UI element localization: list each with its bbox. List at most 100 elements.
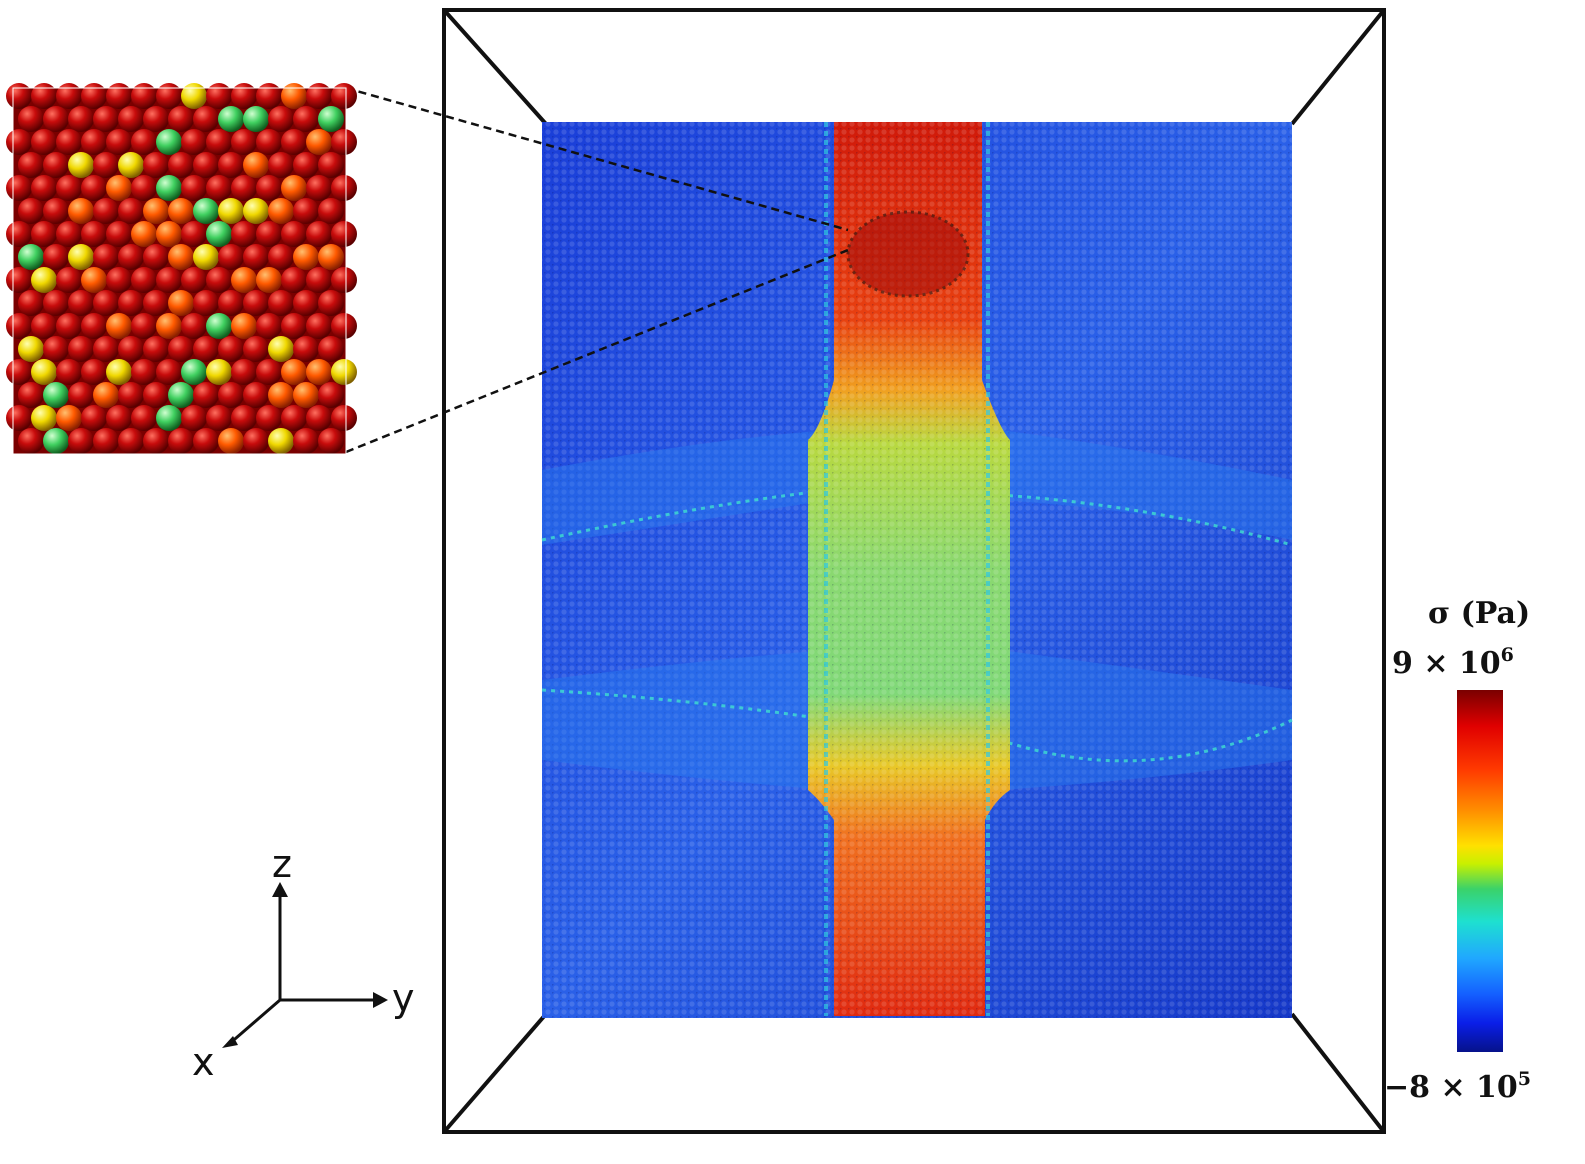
particle-sphere: [18, 244, 44, 270]
particle-sphere: [243, 152, 269, 178]
particle-sphere: [106, 83, 132, 109]
particle-sphere: [106, 129, 132, 155]
particle-sphere: [6, 221, 32, 247]
particle-sphere: [243, 198, 269, 224]
particle-sphere: [118, 290, 144, 316]
stress-column: [808, 122, 1010, 1016]
particle-sphere: [231, 221, 257, 247]
particle-sphere: [193, 428, 219, 454]
particle-sphere: [306, 359, 332, 385]
particle-sphere: [306, 313, 332, 339]
particle-sphere: [106, 267, 132, 293]
particle-sphere: [131, 175, 157, 201]
particle-sphere: [31, 129, 57, 155]
particle-sphere: [268, 336, 294, 362]
particle-sphere: [256, 359, 282, 385]
particle-sphere: [43, 290, 69, 316]
particle-sphere: [81, 221, 107, 247]
particle-sphere: [56, 221, 82, 247]
particle-sphere: [118, 382, 144, 408]
particle-sphere: [256, 129, 282, 155]
particle-sphere: [231, 313, 257, 339]
particle-sphere: [268, 244, 294, 270]
particle-sphere: [6, 83, 32, 109]
particle-sphere: [243, 106, 269, 132]
particle-sphere: [206, 405, 232, 431]
particle-sphere: [268, 428, 294, 454]
colorbar-min-label: −8 × 105: [1384, 1068, 1532, 1105]
particle-sphere: [31, 405, 57, 431]
particle-sphere: [206, 221, 232, 247]
particle-sphere: [181, 313, 207, 339]
colorbar-max-label: 9 × 106: [1392, 644, 1514, 681]
particle-sphere: [193, 152, 219, 178]
particle-sphere: [168, 336, 194, 362]
particle-sphere: [231, 359, 257, 385]
particle-sphere: [256, 221, 282, 247]
particle-sphere: [156, 359, 182, 385]
particle-sphere: [281, 175, 307, 201]
particle-sphere: [131, 359, 157, 385]
particle-sphere: [181, 175, 207, 201]
particle-sphere: [218, 382, 244, 408]
particle-sphere: [206, 267, 232, 293]
particle-sphere: [68, 382, 94, 408]
particle-sphere: [106, 359, 132, 385]
axis-label-x: x: [192, 1040, 215, 1084]
particle-sphere: [6, 267, 32, 293]
particle-sphere: [331, 313, 357, 339]
particle-sphere: [181, 405, 207, 431]
particle-sphere: [68, 336, 94, 362]
axis-label-z: z: [272, 842, 292, 886]
particle-sphere: [206, 175, 232, 201]
zoom-connector-lines: [345, 86, 849, 454]
particle-sphere: [81, 405, 107, 431]
particle-sphere: [118, 152, 144, 178]
particle-sphere: [118, 428, 144, 454]
particle-sphere: [56, 313, 82, 339]
particle-sphere: [331, 359, 357, 385]
particle-sphere: [143, 244, 169, 270]
particle-sphere: [206, 83, 232, 109]
particle-sphere: [331, 405, 357, 431]
particle-sphere: [168, 290, 194, 316]
particle-sphere: [18, 382, 44, 408]
particle-sphere: [168, 152, 194, 178]
particle-sphere: [281, 359, 307, 385]
particle-sphere: [143, 382, 169, 408]
particle-sphere: [331, 175, 357, 201]
particle-sphere: [168, 106, 194, 132]
particle-sphere: [193, 106, 219, 132]
particle-sphere: [68, 428, 94, 454]
particle-sphere: [43, 244, 69, 270]
particle-sphere: [156, 83, 182, 109]
particle-sphere: [318, 106, 344, 132]
particle-sphere: [231, 129, 257, 155]
particle-sphere: [281, 129, 307, 155]
particle-sphere: [143, 336, 169, 362]
particle-sphere: [243, 382, 269, 408]
zoom-region-circle: [846, 210, 970, 298]
particle-sphere: [306, 175, 332, 201]
particle-sphere: [306, 267, 332, 293]
particle-sphere: [106, 221, 132, 247]
particle-sphere: [268, 382, 294, 408]
particle-sphere: [6, 313, 32, 339]
particle-sphere: [81, 83, 107, 109]
particle-sphere: [331, 129, 357, 155]
particle-sphere: [181, 267, 207, 293]
particle-sphere: [243, 336, 269, 362]
particle-sphere: [243, 428, 269, 454]
particle-sphere: [18, 336, 44, 362]
particle-sphere: [218, 290, 244, 316]
particle-sphere: [93, 152, 119, 178]
particle-sphere: [68, 244, 94, 270]
particle-sphere: [318, 198, 344, 224]
particle-sphere: [181, 83, 207, 109]
bounding-box: [442, 8, 1386, 1134]
particle-sphere: [193, 290, 219, 316]
particle-sphere: [256, 405, 282, 431]
particle-sphere: [268, 290, 294, 316]
particle-sphere: [231, 175, 257, 201]
particle-sphere: [256, 175, 282, 201]
